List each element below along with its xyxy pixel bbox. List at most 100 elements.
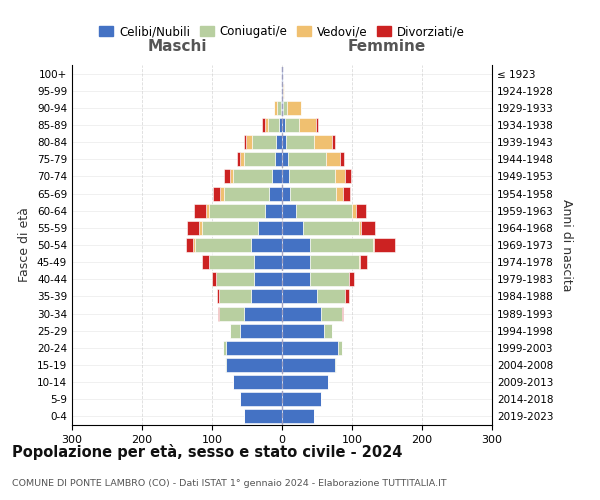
Bar xyxy=(186,238,193,252)
Bar xyxy=(340,152,344,166)
Bar xyxy=(275,152,282,166)
Bar xyxy=(193,238,194,252)
Bar xyxy=(345,170,350,183)
Bar xyxy=(324,324,332,338)
Bar xyxy=(224,358,226,372)
Bar xyxy=(345,290,349,304)
Bar xyxy=(282,221,303,235)
Bar xyxy=(265,204,282,218)
Bar xyxy=(355,204,366,218)
Bar xyxy=(361,255,367,269)
Bar xyxy=(269,186,282,200)
Bar xyxy=(335,170,345,183)
Bar xyxy=(219,290,251,304)
Bar xyxy=(282,101,283,115)
Bar xyxy=(373,238,374,252)
Bar xyxy=(240,392,282,406)
Bar xyxy=(287,152,326,166)
Bar xyxy=(244,152,275,166)
Bar xyxy=(303,221,359,235)
Bar xyxy=(361,221,375,235)
Bar xyxy=(206,204,209,218)
Bar xyxy=(262,118,265,132)
Bar xyxy=(282,341,338,355)
Legend: Celibi/Nubili, Coniugati/e, Vedovi/e, Divorziati/e: Celibi/Nubili, Coniugati/e, Vedovi/e, Di… xyxy=(94,20,470,43)
Bar xyxy=(244,135,247,149)
Bar xyxy=(202,255,209,269)
Bar xyxy=(283,101,287,115)
Bar xyxy=(352,204,355,218)
Bar xyxy=(282,290,317,304)
Bar xyxy=(282,135,286,149)
Bar xyxy=(229,324,240,338)
Bar xyxy=(217,290,219,304)
Bar xyxy=(341,306,343,320)
Bar xyxy=(282,272,310,286)
Text: Popolazione per età, sesso e stato civile - 2024: Popolazione per età, sesso e stato civil… xyxy=(12,444,403,460)
Bar xyxy=(282,255,310,269)
Bar xyxy=(343,186,350,200)
Bar xyxy=(251,238,282,252)
Text: Maschi: Maschi xyxy=(147,39,207,54)
Bar xyxy=(349,272,354,286)
Bar xyxy=(290,186,336,200)
Bar xyxy=(285,118,299,132)
Bar xyxy=(229,170,233,183)
Bar xyxy=(214,186,220,200)
Bar xyxy=(254,272,282,286)
Bar xyxy=(282,170,289,183)
Bar xyxy=(282,204,296,218)
Bar xyxy=(274,101,277,115)
Bar xyxy=(240,324,282,338)
Bar xyxy=(359,255,361,269)
Bar xyxy=(282,118,285,132)
Bar xyxy=(282,410,314,424)
Bar xyxy=(299,118,316,132)
Bar xyxy=(336,186,343,200)
Bar xyxy=(310,272,349,286)
Bar xyxy=(252,135,277,149)
Bar xyxy=(374,238,395,252)
Bar xyxy=(282,152,287,166)
Bar xyxy=(287,101,301,115)
Bar xyxy=(283,84,284,98)
Bar xyxy=(281,84,282,98)
Bar xyxy=(233,375,282,389)
Bar xyxy=(236,152,240,166)
Bar xyxy=(296,204,352,218)
Bar xyxy=(335,358,336,372)
Bar xyxy=(209,204,265,218)
Bar xyxy=(265,118,268,132)
Bar xyxy=(359,221,361,235)
Text: Femmine: Femmine xyxy=(348,39,426,54)
Y-axis label: Anni di nascita: Anni di nascita xyxy=(560,198,573,291)
Bar xyxy=(240,152,244,166)
Bar xyxy=(310,238,373,252)
Bar xyxy=(226,358,282,372)
Bar xyxy=(282,306,320,320)
Bar xyxy=(278,118,282,132)
Bar xyxy=(326,152,340,166)
Bar xyxy=(257,221,282,235)
Bar xyxy=(320,306,341,320)
Bar xyxy=(223,341,226,355)
Bar xyxy=(281,66,282,80)
Bar xyxy=(194,238,251,252)
Bar xyxy=(338,341,341,355)
Bar xyxy=(282,66,283,80)
Y-axis label: Fasce di età: Fasce di età xyxy=(19,208,31,282)
Bar xyxy=(282,358,335,372)
Bar xyxy=(209,255,254,269)
Bar xyxy=(282,238,310,252)
Bar xyxy=(268,118,278,132)
Bar xyxy=(254,255,282,269)
Bar xyxy=(219,306,244,320)
Bar xyxy=(281,101,282,115)
Bar xyxy=(218,306,219,320)
Bar xyxy=(212,272,215,286)
Bar xyxy=(244,410,282,424)
Bar xyxy=(282,324,324,338)
Bar xyxy=(247,135,252,149)
Bar xyxy=(226,341,282,355)
Bar xyxy=(332,135,335,149)
